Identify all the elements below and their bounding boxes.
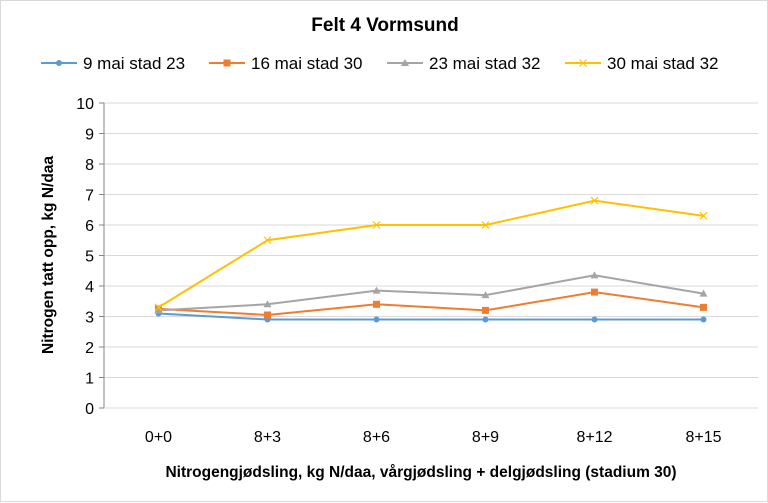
data-point — [372, 286, 381, 294]
data-point — [590, 271, 599, 279]
data-point — [482, 306, 489, 314]
y-tick-label: 0 — [85, 401, 94, 418]
data-point — [591, 288, 598, 296]
x-axis-label: Nitrogengjødsling, kg N/daa, vårgjødslin… — [165, 464, 676, 481]
data-point — [263, 300, 272, 308]
y-tick-label: 10 — [76, 96, 94, 113]
data-point — [264, 311, 271, 319]
data-point — [263, 236, 272, 245]
x-tick-label: 8+6 — [363, 429, 390, 446]
legend-label: 16 mai stad 30 — [251, 54, 363, 73]
series-line — [158, 274, 704, 312]
data-point — [373, 316, 380, 323]
x-tick-label: 8+15 — [685, 429, 721, 446]
data-point — [591, 316, 598, 323]
x-tick-label: 8+3 — [254, 429, 281, 446]
series-line — [158, 291, 704, 316]
x-tick-label: 0+0 — [145, 429, 172, 446]
y-tick-label: 2 — [85, 340, 94, 357]
data-point — [481, 291, 490, 299]
data-point — [699, 211, 708, 220]
y-tick-label: 4 — [85, 279, 94, 296]
data-point — [154, 303, 163, 312]
data-point — [700, 303, 707, 311]
y-tick-label: 6 — [85, 218, 94, 235]
data-point — [699, 289, 708, 297]
y-tick-label: 3 — [85, 310, 94, 327]
legend-marker — [579, 59, 587, 67]
legend-marker — [401, 59, 409, 66]
legend-label: 9 mai stad 23 — [83, 54, 185, 73]
data-point — [372, 221, 381, 229]
data-point — [154, 306, 163, 314]
legend-label: 23 mai stad 32 — [429, 54, 541, 73]
y-axis-label: Nitrogen tatt opp, kg N/daa — [40, 156, 57, 354]
legend-label: 30 mai stad 32 — [607, 54, 719, 73]
y-tick-label: 1 — [85, 371, 94, 388]
data-point — [590, 196, 599, 205]
series-line — [158, 312, 704, 321]
data-point — [700, 316, 707, 323]
series-line — [157, 199, 704, 309]
data-point — [481, 221, 490, 229]
x-tick-label: 8+9 — [472, 429, 499, 446]
legend-marker — [223, 59, 231, 67]
y-tick-label: 8 — [85, 157, 94, 174]
data-point — [482, 316, 489, 323]
y-tick-label: 7 — [85, 188, 94, 205]
y-tick-label: 9 — [85, 127, 94, 144]
chart-title: Felt 4 Vormsund — [311, 15, 458, 36]
x-tick-label: 8+12 — [576, 429, 612, 446]
y-tick-label: 5 — [85, 249, 94, 266]
data-point — [373, 300, 380, 308]
legend-marker — [56, 60, 62, 66]
